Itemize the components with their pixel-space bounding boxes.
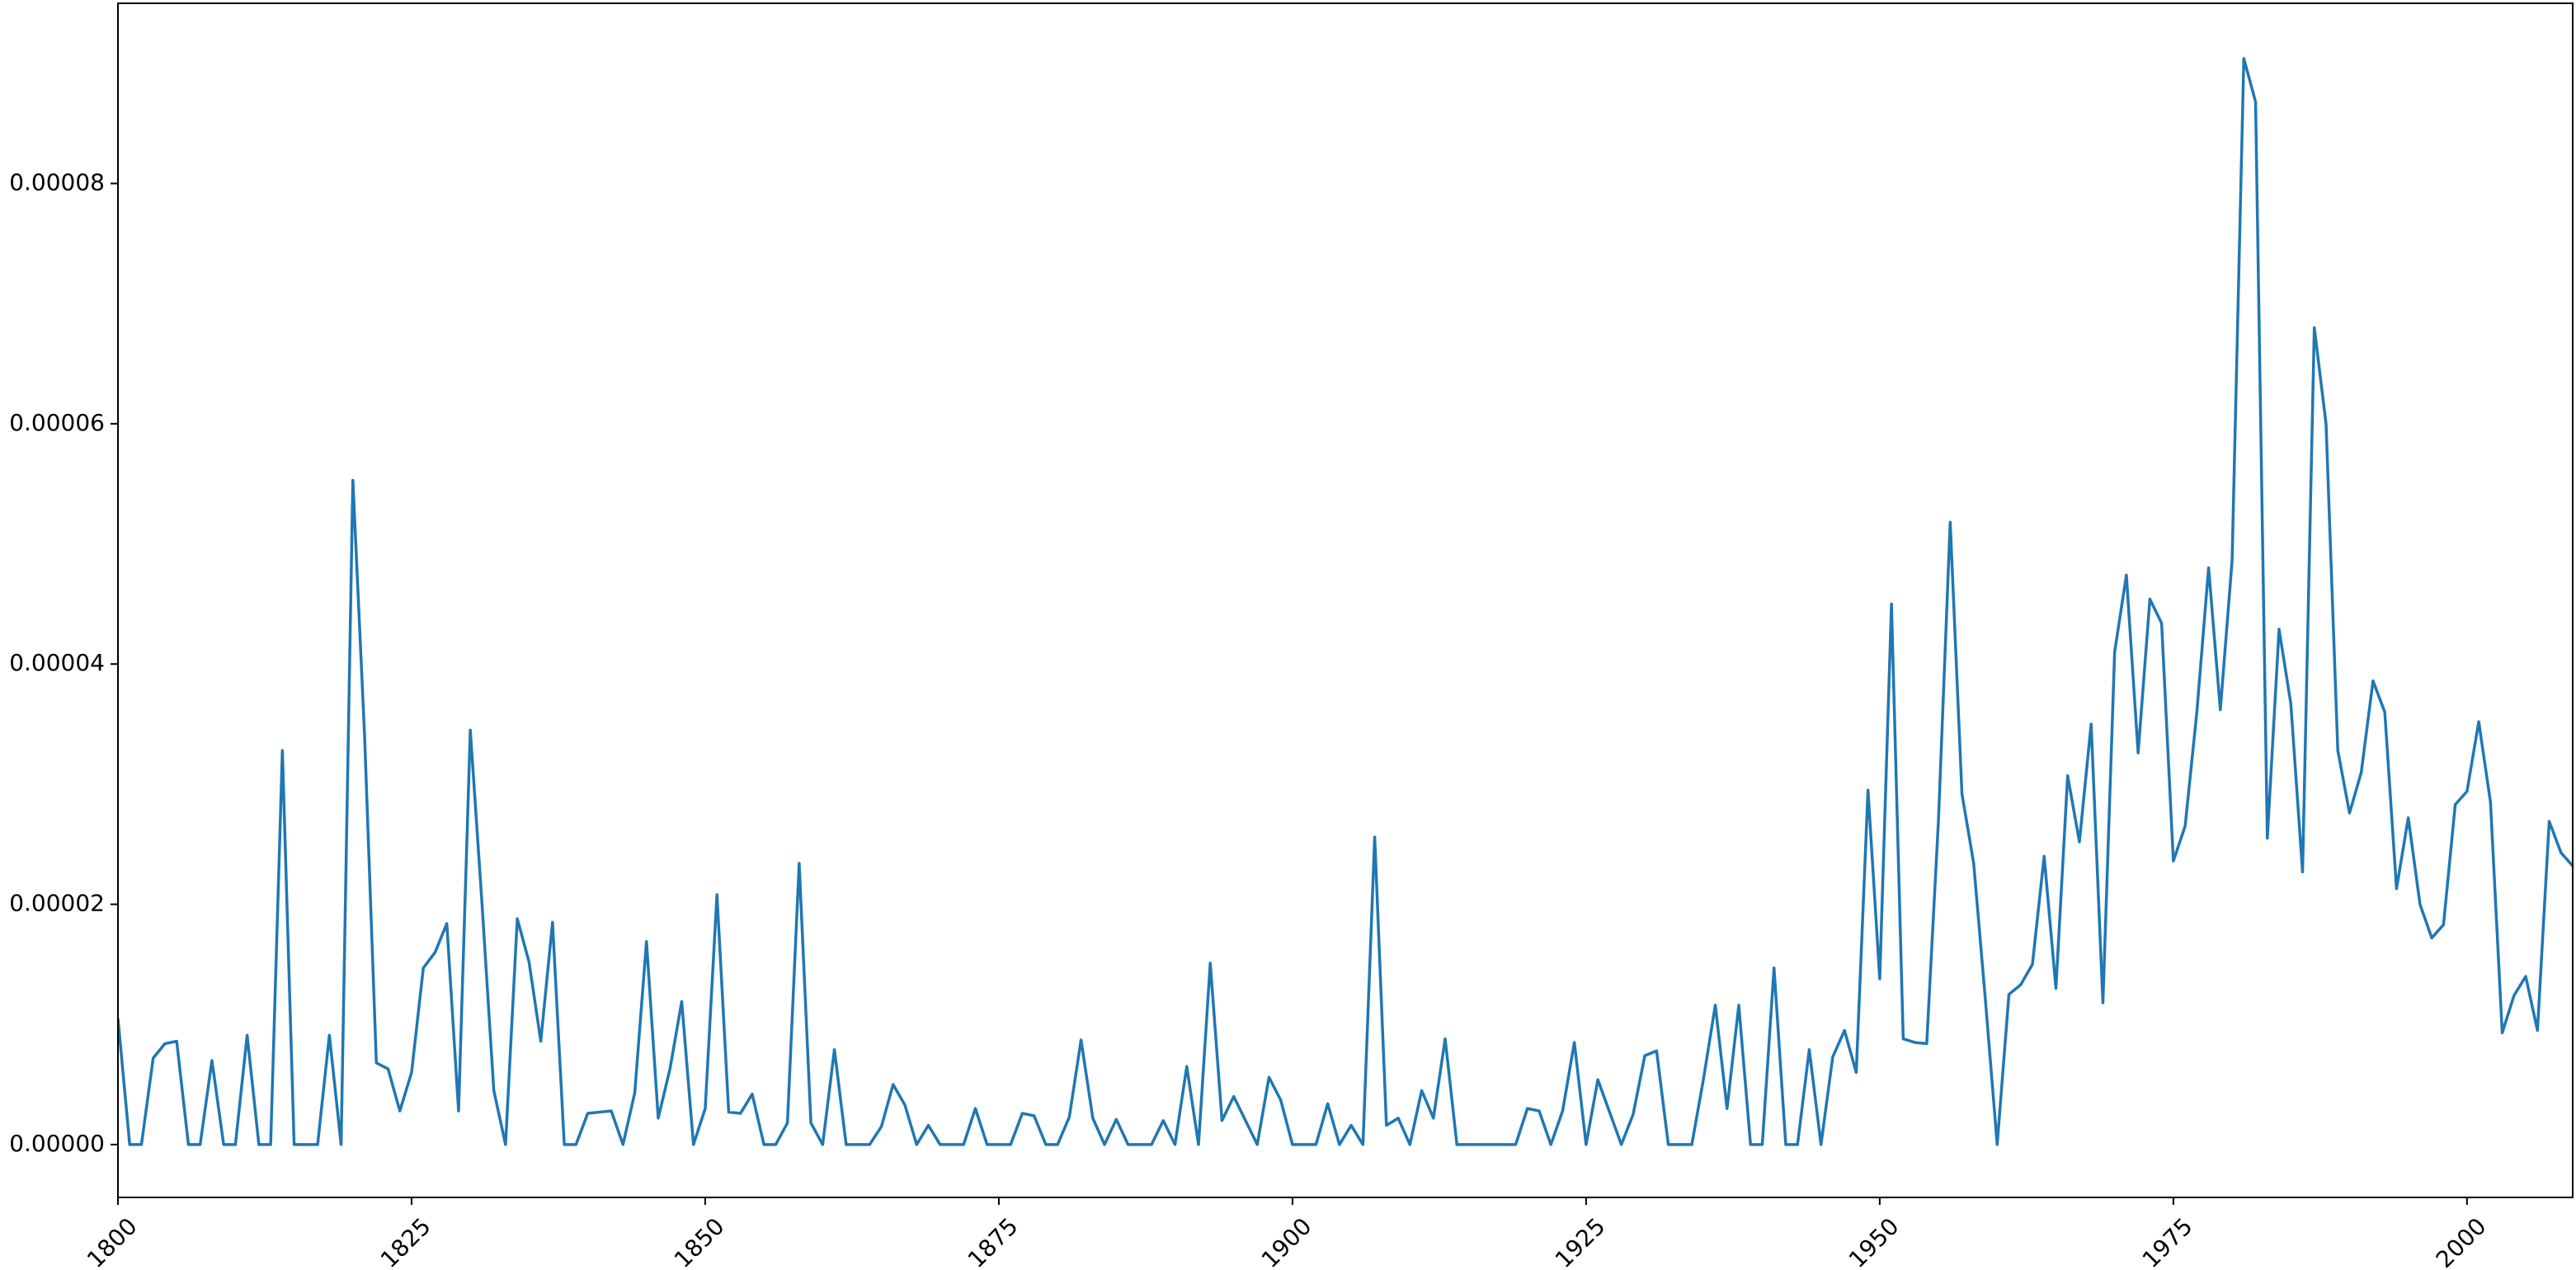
y-tick-label: 0.00008	[9, 169, 105, 196]
y-tick-label: 0.00006	[9, 409, 105, 436]
y-tick-label: 0.00002	[9, 890, 105, 917]
y-tick-label: 0.00000	[9, 1130, 105, 1157]
x-tick-label: 1800	[82, 1212, 143, 1270]
x-tick-label: 1825	[375, 1212, 436, 1270]
x-tick-label: 1925	[1550, 1212, 1611, 1270]
x-tick-label: 1900	[1256, 1212, 1317, 1270]
x-tick-label: 1850	[669, 1212, 730, 1270]
plot-frame	[117, 2, 2574, 1198]
data-line	[118, 57, 2573, 1146]
x-tick-label: 1975	[2137, 1212, 2198, 1270]
x-tick-label: 2000	[2431, 1212, 2492, 1270]
x-tick-label: 1950	[1844, 1212, 1905, 1270]
x-tick-label: 1875	[963, 1212, 1024, 1270]
y-tick-label: 0.00004	[9, 649, 105, 676]
